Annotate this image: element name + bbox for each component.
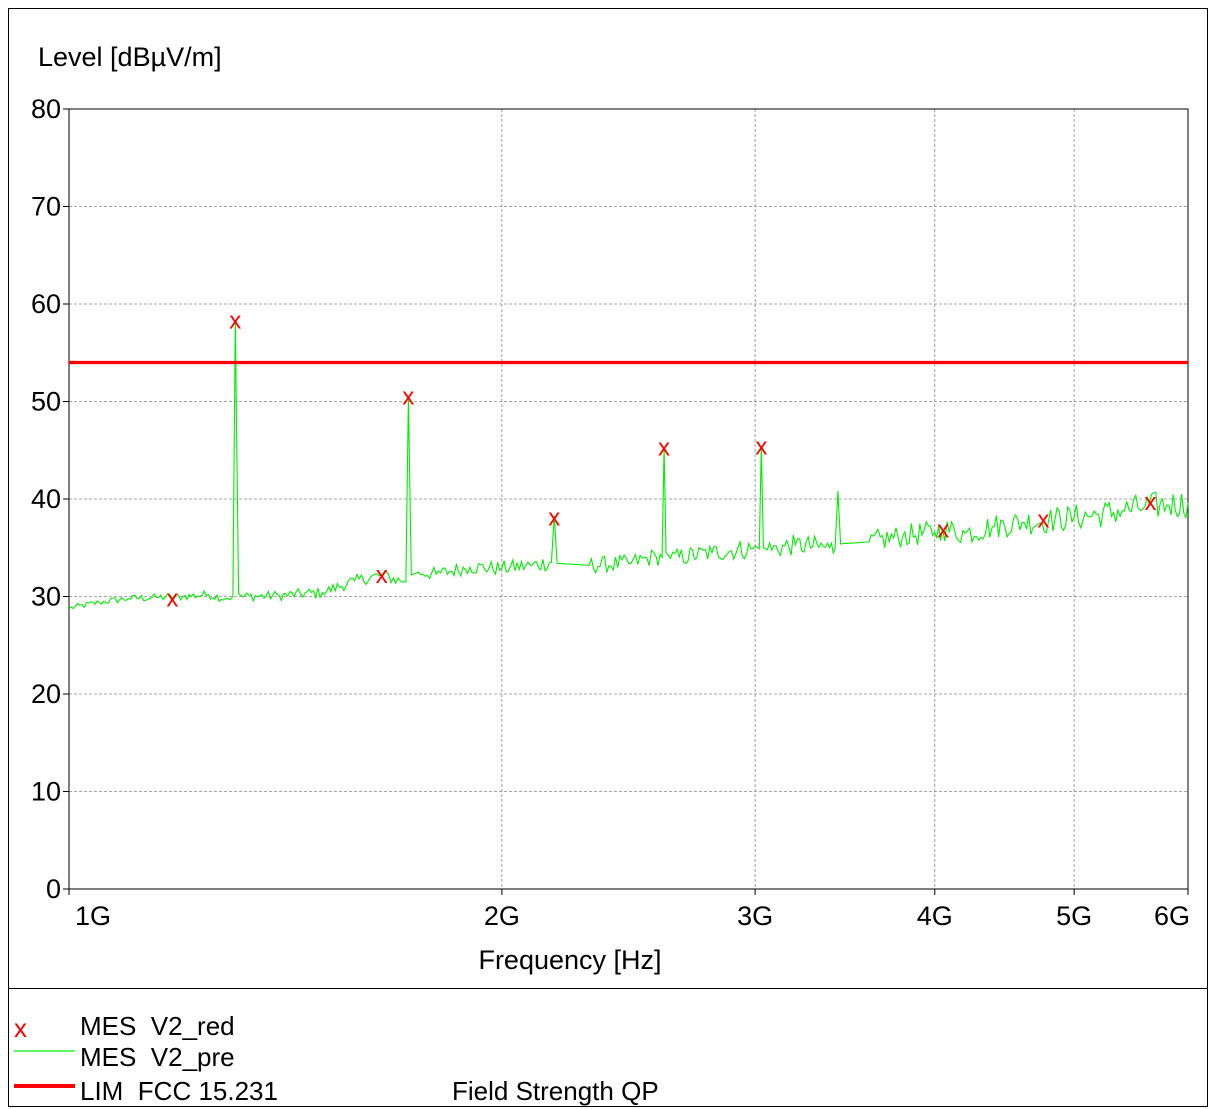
grid	[69, 109, 1188, 889]
x-axis-label: Frequency [Hz]	[478, 945, 661, 975]
marker-point: x	[376, 562, 388, 589]
y-tick-label: 30	[31, 582, 61, 612]
y-tick-label: 20	[31, 679, 61, 709]
y-axis-label: Level [dBµV/m]	[38, 42, 222, 72]
legend-item-limit: LIM FCC 15.231 Field Strength QP	[14, 1076, 659, 1106]
x-tick-label: 5G	[1056, 901, 1092, 931]
y-tick-label: 80	[31, 94, 61, 124]
marker-point: x	[1037, 507, 1049, 534]
marker-point: x	[548, 505, 560, 532]
y-tick-label: 0	[46, 874, 61, 904]
marker-point: x	[1144, 489, 1156, 516]
marker-point: x	[229, 308, 241, 335]
legend-item-pre: MES V2_pre	[14, 1042, 235, 1072]
legend-item-red: x MES V2_red	[14, 1011, 235, 1043]
marker-point: x	[166, 585, 178, 612]
chart-frame	[8, 8, 1208, 1107]
y-axis: 0 10 20 30 40 50 60 70 80	[31, 94, 69, 904]
series-layer: x x x x x x x x x x	[68, 308, 1189, 612]
x-tick-label: 6G	[1154, 901, 1190, 931]
y-tick-label: 50	[31, 387, 61, 417]
y-tick-label: 70	[31, 192, 61, 222]
legend: x MES V2_red MES V2_pre LIM FCC 15.231 F…	[14, 1011, 659, 1106]
y-tick-label: 40	[31, 484, 61, 514]
marker-point: x	[658, 434, 670, 461]
y-tick-label: 10	[31, 777, 61, 807]
legend-marker-x-icon: x	[14, 1013, 27, 1043]
legend-divider	[8, 988, 1208, 989]
legend-limit-detail: Field Strength QP	[452, 1076, 659, 1106]
x-tick-label: 4G	[917, 901, 953, 931]
x-tick-label: 2G	[484, 901, 520, 931]
marker-point: x	[755, 433, 767, 460]
legend-label-pre: MES V2_pre	[80, 1042, 235, 1072]
marker-point: x	[937, 516, 949, 543]
x-tick-label: 1G	[75, 901, 111, 931]
legend-label-limit: LIM FCC 15.231	[80, 1076, 278, 1106]
series-line-pre	[68, 319, 1189, 610]
marker-point: x	[402, 384, 414, 411]
legend-label-red: MES V2_red	[80, 1011, 235, 1041]
x-axis: 1G 2G 3G 4G 5G 6G	[68, 889, 1190, 931]
x-tick-label: 3G	[737, 901, 773, 931]
y-tick-label: 60	[31, 289, 61, 319]
